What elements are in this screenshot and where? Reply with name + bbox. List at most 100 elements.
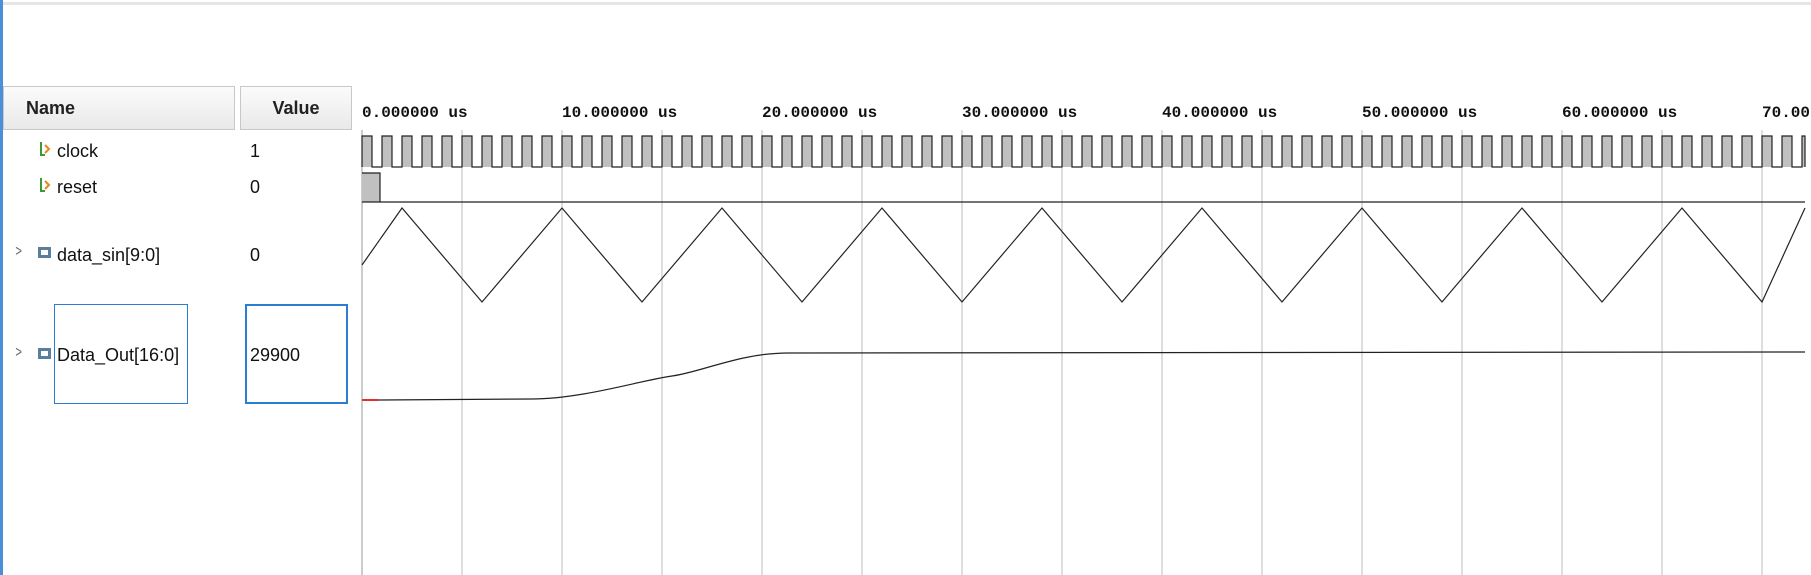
value-column-header[interactable]: Value <box>240 86 352 130</box>
clock-high-pulse <box>362 136 372 167</box>
clock-high-pulse <box>842 136 852 167</box>
clock-high-pulse <box>522 136 532 167</box>
clock-high-pulse <box>422 136 432 167</box>
bit-signal-icon <box>40 142 51 156</box>
clock-high-pulse <box>1262 136 1272 167</box>
clock-high-pulse <box>1802 136 1805 167</box>
clock-high-pulse <box>822 136 832 167</box>
bit-signal-icon <box>40 178 51 192</box>
signal-value-reset: 0 <box>250 177 261 197</box>
clock-high-pulse <box>382 136 392 167</box>
clock-high-pulse <box>1142 136 1152 167</box>
data-out-trace <box>377 351 1806 401</box>
clock-trace <box>361 135 1806 168</box>
clock-high-pulse <box>1742 136 1752 167</box>
clock-high-pulse <box>482 136 492 167</box>
clock-high-pulse <box>622 136 632 167</box>
clock-high-pulse <box>1522 136 1532 167</box>
clock-high-pulse <box>562 136 572 167</box>
chevron-right-icon[interactable]: > <box>15 243 22 260</box>
clock-high-pulse <box>1162 136 1172 167</box>
reset-high-pulse <box>362 173 380 202</box>
clock-waveform <box>361 135 1806 168</box>
clock-high-pulse <box>602 136 612 167</box>
chevron-right-icon[interactable]: > <box>15 344 22 361</box>
clock-high-pulse <box>1042 136 1052 167</box>
time-tick-label: 60.000000 us <box>1562 104 1677 122</box>
clock-high-pulse <box>862 136 872 167</box>
clock-high-pulse <box>782 136 792 167</box>
reset-waveform <box>362 172 1805 203</box>
clock-high-pulse <box>502 136 512 167</box>
clock-high-pulse <box>702 136 712 167</box>
clock-high-pulse <box>1322 136 1332 167</box>
selected-signal-value-box <box>245 304 348 404</box>
time-tick-label: 50.000000 us <box>1362 104 1477 122</box>
clock-high-pulse <box>1102 136 1112 167</box>
clock-high-pulse <box>1022 136 1032 167</box>
clock-high-pulse <box>582 136 592 167</box>
clock-high-pulse <box>542 136 552 167</box>
clock-high-pulse <box>1002 136 1012 167</box>
clock-high-pulse <box>1402 136 1412 167</box>
time-tick-label: 30.000000 us <box>962 104 1077 122</box>
window-top-border <box>3 2 1811 5</box>
clock-high-pulse <box>1782 136 1792 167</box>
clock-high-pulse <box>1222 136 1232 167</box>
clock-high-pulse <box>1502 136 1512 167</box>
clock-high-pulse <box>962 136 972 167</box>
clock-high-pulse <box>1462 136 1472 167</box>
clock-high-pulse <box>1122 136 1132 167</box>
clock-high-pulse <box>402 136 412 167</box>
time-tick-label: 0.000000 us <box>362 104 468 122</box>
time-tick-label: 70.00 <box>1762 104 1810 122</box>
clock-high-pulse <box>1642 136 1652 167</box>
clock-high-pulse <box>902 136 912 167</box>
clock-high-pulse <box>462 136 472 167</box>
bus-signal-icon <box>38 348 51 359</box>
clock-high-pulse <box>802 136 812 167</box>
clock-high-pulse <box>1542 136 1552 167</box>
clock-high-pulse <box>1422 136 1432 167</box>
clock-high-pulse <box>1682 136 1692 167</box>
data-sin-waveform <box>361 207 1806 304</box>
clock-high-pulse <box>942 136 952 167</box>
signal-name-data-sin[interactable]: data_sin[9:0] <box>57 245 161 265</box>
clock-high-pulse <box>642 136 652 167</box>
clock-high-pulse <box>1242 136 1252 167</box>
clock-high-pulse <box>1382 136 1392 167</box>
clock-high-pulse <box>1362 136 1372 167</box>
time-ruler: 0.000000 us 10.000000 us 20.000000 us 30.00… <box>362 104 1810 122</box>
data-out-waveform <box>362 351 1806 401</box>
clock-high-pulse <box>662 136 672 167</box>
clock-high-pulse <box>682 136 692 167</box>
clock-high-pulse <box>922 136 932 167</box>
clock-high-pulse <box>1602 136 1612 167</box>
clock-high-pulse <box>1182 136 1192 167</box>
time-tick-label: 10.000000 us <box>562 104 677 122</box>
clock-high-pulse <box>1762 136 1772 167</box>
window-left-border <box>0 0 3 575</box>
selected-signal-name-box <box>54 304 188 404</box>
signal-name-reset[interactable]: reset <box>57 177 98 197</box>
clock-high-pulse <box>1702 136 1712 167</box>
clock-high-pulse <box>1282 136 1292 167</box>
clock-high-pulse <box>1302 136 1312 167</box>
signal-value-clock: 1 <box>250 141 261 161</box>
signal-value-data-sin: 0 <box>250 245 261 265</box>
clock-high-pulse <box>1582 136 1592 167</box>
clock-high-pulse <box>1082 136 1092 167</box>
clock-high-pulse <box>1062 136 1072 167</box>
clock-high-pulse <box>722 136 732 167</box>
clock-high-pulse <box>1662 136 1672 167</box>
signal-name-data-out[interactable]: Data_Out[16:0] <box>57 345 180 365</box>
clock-high-pulse <box>882 136 892 167</box>
clock-high-pulse <box>982 136 992 167</box>
time-tick-label: 40.000000 us <box>1162 104 1277 122</box>
signal-name-clock[interactable]: clock <box>57 141 99 161</box>
time-tick-label: 20.000000 us <box>762 104 877 122</box>
reset-trace <box>362 172 1805 203</box>
name-column-header[interactable]: Name <box>3 86 235 130</box>
clock-high-pulse <box>742 136 752 167</box>
